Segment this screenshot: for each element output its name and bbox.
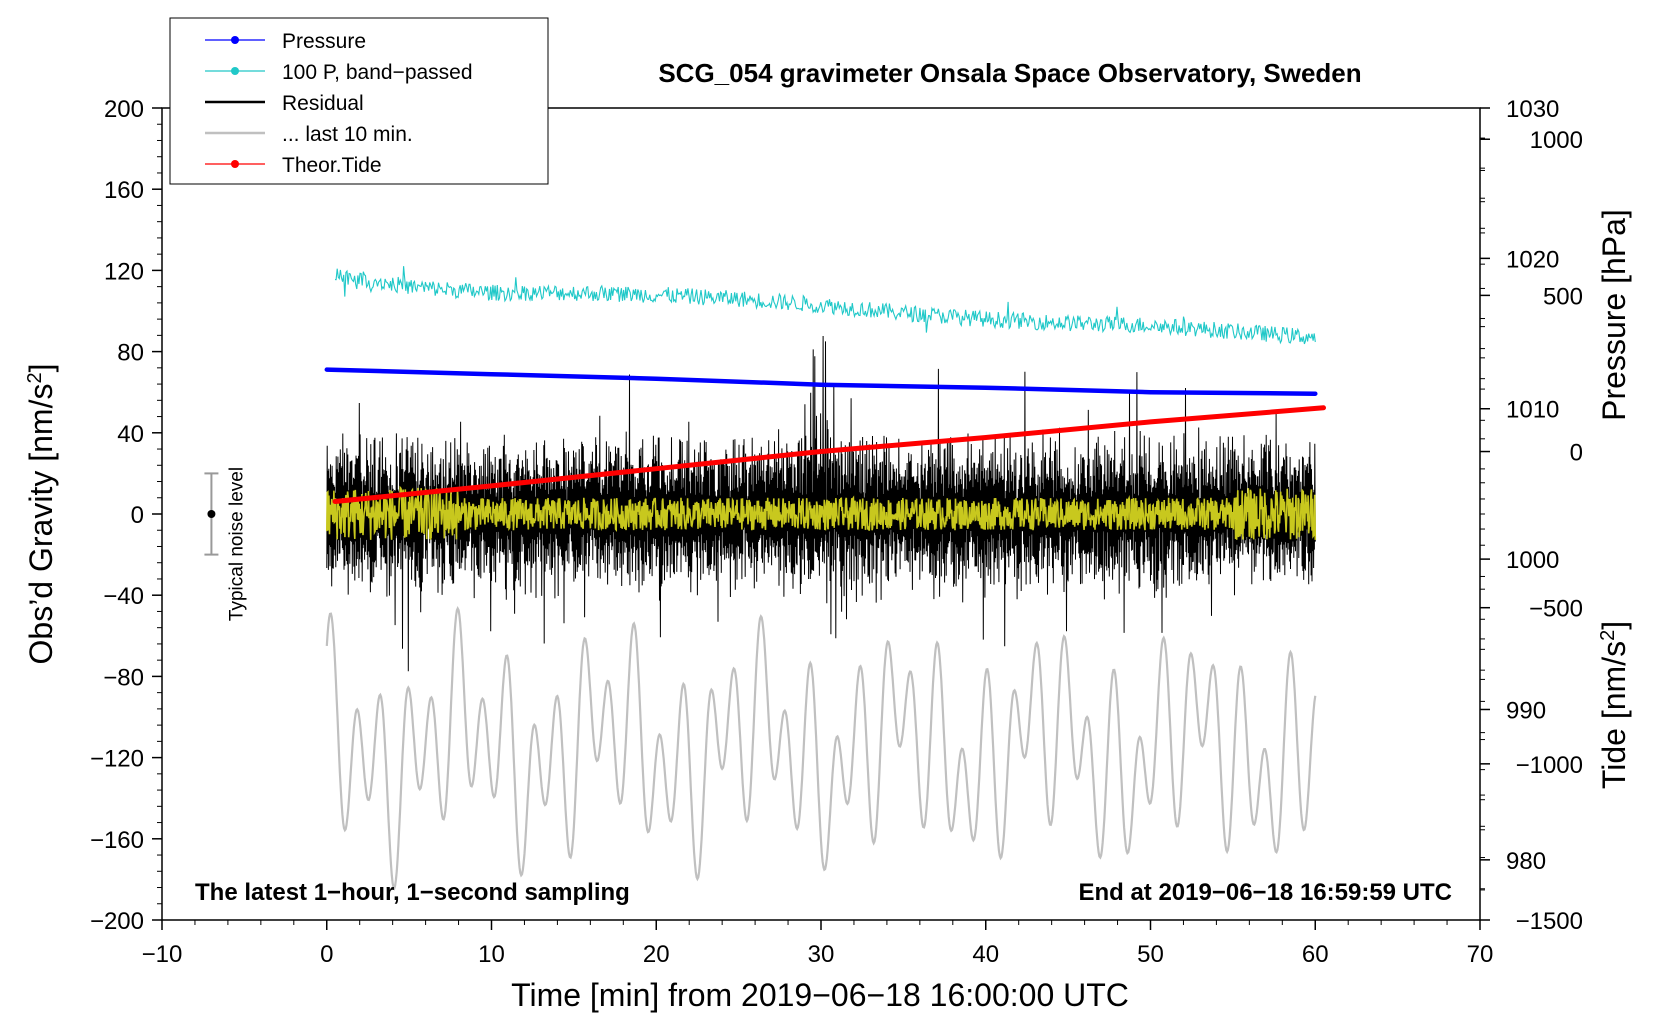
tide-tick-label: 0 [1570, 440, 1583, 467]
x-tick-label: 0 [320, 941, 333, 968]
chart-title: SCG_054 gravimeter Onsala Space Observat… [658, 58, 1361, 88]
x-tick-label: 30 [808, 941, 835, 968]
tide-tick-label: 500 [1543, 283, 1583, 310]
y-tick-label: 120 [104, 258, 144, 285]
y-tick-label: −160 [90, 827, 144, 854]
legend-label: Residual [282, 92, 364, 115]
legend-label: Pressure [282, 30, 366, 53]
y-axis-title-tide-main: Tide [nm/s [1596, 641, 1632, 789]
y-tick-label: −40 [103, 583, 144, 610]
series-layer [324, 266, 1326, 891]
y-axis-title-left: Obs’d Gravity [nm/s2] [23, 364, 59, 665]
legend-swatch-marker [231, 67, 239, 75]
y-axis-title-tide-sup: 2 [1597, 630, 1619, 641]
pressure-tick-label: 1030 [1506, 96, 1559, 123]
y-tick-label: −120 [90, 746, 144, 773]
y-tick-label: −80 [103, 664, 144, 691]
x-tick-label: −10 [142, 941, 183, 968]
series-theoretical-tide [332, 405, 1326, 504]
legend-swatch-marker [231, 36, 239, 44]
x-tick-label: 20 [643, 941, 670, 968]
x-axis-title: Time [min] from 2019−06−18 16:00:00 UTC [511, 977, 1129, 1013]
y-tick-label: 80 [117, 340, 144, 367]
legend: Pressure 100 P, band−passed Residual ... la… [169, 17, 549, 185]
tide-tick-label: 1000 [1530, 127, 1583, 154]
y-axis-title-pressure: Pressure [hPa] [1596, 209, 1632, 421]
x-tick-label: 40 [972, 941, 999, 968]
y-axis-title-tide: Tide [nm/s2] [1596, 621, 1632, 789]
y-axis-title-tide-end: ] [1596, 621, 1632, 630]
pressure-tick-label: 990 [1506, 697, 1546, 724]
series-residual [326, 335, 1316, 672]
pressure-tick-label: 1010 [1506, 397, 1559, 424]
y-tick-label: 200 [104, 96, 144, 123]
series-pressure [324, 367, 1318, 396]
tide-tick-label: −500 [1529, 596, 1583, 623]
bottom-right-note: End at 2019−06−18 16:59:59 UTC [1078, 879, 1452, 906]
x-tick-label: 10 [478, 941, 505, 968]
x-tick-label: 50 [1137, 941, 1164, 968]
y-axis-title-left-main: Obs’d Gravity [nm/s [23, 384, 59, 665]
tide-tick-label: −1500 [1516, 908, 1583, 935]
series-residual-smoothed [326, 485, 1317, 541]
noise-label: Typical noise level [226, 467, 247, 621]
y-tick-label: 160 [104, 177, 144, 204]
y-axis-title-left-end: ] [23, 364, 59, 373]
series-last-10-min [325, 605, 1317, 891]
tide-tick-label: −1000 [1516, 752, 1583, 779]
pressure-tick-label: 980 [1506, 848, 1546, 875]
legend-label: Theor.Tide [282, 154, 382, 177]
noise-dot [207, 510, 216, 518]
legend-items: Pressure 100 P, band−passed Residual ... la… [205, 30, 473, 177]
y-tick-label: 40 [117, 421, 144, 448]
pressure-tick-label: 1000 [1506, 547, 1559, 574]
legend-swatch-marker [231, 160, 239, 168]
series-pressure-bandpassed [334, 266, 1316, 345]
y-tick-label: 0 [131, 502, 144, 529]
bottom-left-note: The latest 1−hour, 1−second sampling [195, 879, 630, 906]
legend-label: 100 P, band−passed [282, 61, 473, 84]
pressure-tick-label: 1020 [1506, 246, 1559, 273]
y-tick-label: −200 [90, 908, 144, 935]
axis-ticks: −10 0 10 20 30 40 50 60 7020016012080400−40−80−1… [90, 96, 1583, 968]
x-tick-label: 60 [1302, 941, 1329, 968]
noise-level-indicator: Typical noise level [204, 467, 247, 621]
y-axis-title-left-sup: 2 [24, 372, 46, 383]
legend-label: ... last 10 min. [282, 123, 413, 146]
x-tick-label: 70 [1467, 941, 1494, 968]
